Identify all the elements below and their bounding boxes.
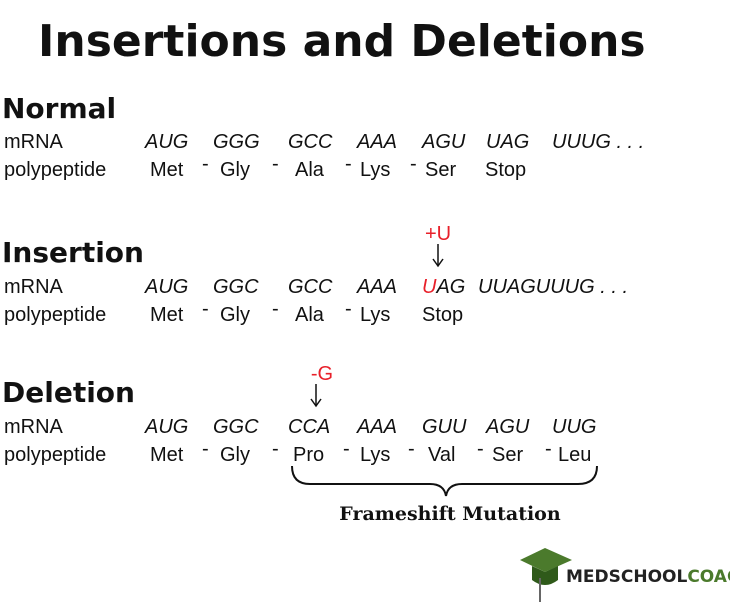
codon: AUG [144, 131, 188, 153]
separator: - [202, 438, 209, 460]
amino-acid: Stop [485, 159, 526, 181]
codon: AAA [356, 131, 397, 153]
amino-acid: Stop [422, 304, 463, 326]
codon: CCA [288, 416, 330, 438]
separator: - [477, 438, 484, 460]
amino-acid: Val [428, 444, 455, 466]
title: Insertions and Deletions [38, 16, 646, 67]
amino-acid: Met [150, 444, 184, 466]
separator: - [202, 153, 209, 175]
amino-acid: Gly [220, 304, 250, 326]
row-label: mRNA [4, 131, 64, 153]
arrows [310, 244, 444, 408]
codon: AAA [356, 416, 397, 438]
codon: GGG [213, 131, 260, 153]
section-heading: Deletion [2, 376, 135, 409]
codon: UUAGUUUG . . . [478, 276, 628, 298]
amino-acid: Leu [558, 444, 591, 466]
inserted-base: U [422, 276, 437, 298]
separator: - [272, 153, 279, 175]
amino-acid: Pro [293, 444, 324, 466]
codon: AUG [144, 276, 188, 298]
row-label: polypeptide [4, 444, 106, 466]
codon: AGU [421, 131, 466, 153]
codon: AAA [356, 276, 397, 298]
row-label: polypeptide [4, 159, 106, 181]
separator: - [410, 153, 417, 175]
codon: GCC [288, 276, 333, 298]
amino-acid: Lys [360, 304, 390, 326]
separator: - [272, 438, 279, 460]
frameshift-label: Frameshift Mutation [339, 503, 561, 525]
row-label: mRNA [4, 416, 64, 438]
row-label: polypeptide [4, 304, 106, 326]
row-label: mRNA [4, 276, 64, 298]
amino-acid: Gly [220, 444, 250, 466]
amino-acid: Gly [220, 159, 250, 181]
codon-rest: AG [435, 276, 465, 298]
amino-acid: Ala [295, 159, 325, 181]
amino-acid: Lys [360, 444, 390, 466]
brace [291, 465, 598, 497]
separator: - [345, 153, 352, 175]
codon: AUG [144, 416, 188, 438]
codon: GGC [213, 416, 259, 438]
codon: UAG [422, 276, 465, 298]
separator: - [408, 438, 415, 460]
separator: - [545, 438, 552, 460]
codon: GUU [422, 416, 467, 438]
logo: MEDSCHOOLCOACH [520, 548, 730, 602]
mutation-label: +U [425, 223, 451, 245]
separator: - [345, 298, 352, 320]
amino-acid: Met [150, 304, 184, 326]
section-heading: Insertion [2, 236, 144, 269]
amino-acid: Ser [425, 159, 456, 181]
codon: GGC [213, 276, 259, 298]
codon: GCC [288, 131, 333, 153]
codon: AGU [485, 416, 530, 438]
codon: UUG [552, 416, 596, 438]
amino-acid: Ser [492, 444, 523, 466]
brand-first: MEDSCHOOL [566, 567, 687, 587]
amino-acid: Met [150, 159, 184, 181]
mutation-label: -G [311, 363, 333, 385]
separator: - [343, 438, 350, 460]
separator: - [202, 298, 209, 320]
brand-second: COACH [687, 567, 730, 587]
amino-acid: Lys [360, 159, 390, 181]
separator: - [272, 298, 279, 320]
brand-first: MEDSCHOOLCOACH [566, 567, 730, 587]
codon: UAG [486, 131, 529, 153]
section-heading: Normal [2, 92, 116, 125]
amino-acid: Ala [295, 304, 325, 326]
codon: UUUG . . . [552, 131, 644, 153]
